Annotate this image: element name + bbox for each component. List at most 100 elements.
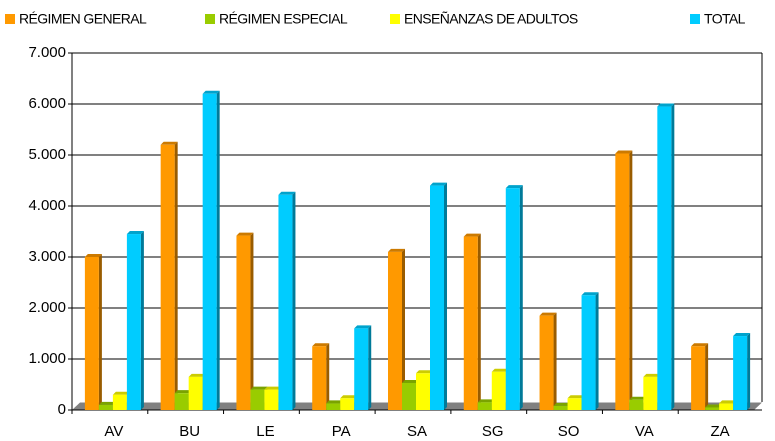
bar-side: [671, 103, 675, 411]
bar-top: [312, 343, 330, 347]
bar-top: [705, 404, 723, 408]
bar-side: [140, 231, 144, 410]
bar: [84, 257, 99, 410]
legend-swatch: [690, 14, 700, 24]
legend-label: RÉGIMEN GENERAL: [19, 11, 147, 27]
bar: [553, 405, 568, 410]
legend-label: RÉGIMEN ESPECIAL: [219, 11, 348, 27]
bar: [312, 346, 327, 410]
bar-side: [747, 333, 751, 410]
legend: RÉGIMEN GENERAL RÉGIMEN ESPECIAL ENSEÑANZA…: [5, 11, 746, 27]
bar-top: [463, 233, 481, 237]
bar-top: [278, 191, 296, 195]
bar-top: [388, 248, 405, 252]
bar: [326, 403, 341, 410]
bar-top: [250, 386, 268, 390]
bar-side: [98, 254, 102, 410]
y-tick-label: 4.000: [28, 197, 66, 214]
bar-top: [505, 185, 523, 189]
bar-top: [188, 373, 206, 377]
legend-swatch: [5, 14, 15, 24]
bar: [705, 407, 720, 410]
bar: [477, 402, 492, 410]
bar: [354, 328, 369, 410]
bar-top: [340, 395, 358, 399]
bar: [112, 394, 127, 410]
bar-top: [733, 333, 751, 337]
bar: [278, 194, 293, 410]
bar-top: [567, 395, 585, 399]
bar-top: [402, 379, 419, 383]
bar-top: [491, 368, 509, 372]
x-tick-label: SG: [482, 423, 504, 440]
bar-top: [416, 370, 433, 374]
bar-side: [444, 182, 447, 410]
bar: [250, 389, 265, 410]
bar: [539, 315, 554, 410]
bar: [160, 144, 175, 411]
legend-label: ENSEÑANZAS DE ADULTOS: [404, 11, 578, 27]
bar-top: [719, 400, 737, 404]
bar: [174, 393, 189, 410]
legend-swatch: [390, 14, 400, 24]
bar-top: [477, 399, 495, 403]
bar-side: [216, 90, 220, 411]
legend-label: TOTAL: [704, 11, 746, 27]
bar-top: [615, 150, 633, 154]
bar: [340, 398, 355, 410]
y-tick-label: 7.000: [28, 44, 66, 61]
bar-side: [519, 185, 523, 410]
bar-side: [595, 292, 599, 410]
x-tick-label: SO: [558, 423, 580, 440]
bar-side: [705, 343, 709, 410]
bar: [657, 106, 672, 411]
bar-top: [657, 103, 675, 107]
bar-top: [264, 386, 282, 390]
bar: [567, 398, 582, 410]
y-tick-label: 6.000: [28, 95, 66, 112]
y-tick-label: 1.000: [28, 350, 66, 367]
bar: [264, 389, 279, 410]
bar-top: [553, 402, 571, 406]
bar-top: [84, 254, 102, 257]
x-tick-label: LE: [256, 423, 274, 440]
x-tick-label: PA: [332, 423, 351, 440]
y-tick-label: 3.000: [28, 248, 66, 265]
bar: [719, 403, 734, 410]
bar: [98, 404, 113, 410]
bar: [491, 371, 506, 410]
bar: [402, 382, 416, 410]
x-tick-label: AV: [104, 423, 123, 440]
bar: [388, 251, 402, 410]
x-tick-label: SA: [407, 423, 427, 440]
bar: [643, 376, 658, 410]
x-tick-label: VA: [635, 423, 654, 440]
y-tick-label: 2.000: [28, 299, 66, 316]
bar: [581, 295, 596, 410]
bar-top: [236, 232, 254, 236]
bar: [615, 153, 630, 410]
bar: [733, 336, 748, 410]
x-tick-label: ZA: [711, 423, 730, 440]
bar-side: [629, 150, 633, 410]
bar-top: [643, 373, 661, 377]
bar-top: [112, 391, 130, 395]
bar-top: [174, 390, 192, 394]
bar-top: [160, 141, 178, 145]
bar-top: [354, 325, 372, 329]
bar-top: [430, 182, 447, 186]
bar-side: [174, 141, 178, 411]
bar-top: [326, 400, 344, 404]
bar-side: [553, 312, 557, 410]
bar-side: [292, 191, 296, 410]
bar: [236, 235, 251, 410]
legend-swatch: [205, 14, 215, 24]
bar-top: [98, 401, 116, 405]
x-tick-label: BU: [179, 423, 200, 440]
y-tick-label: 5.000: [28, 146, 66, 163]
bar-top: [539, 312, 557, 316]
bar: [463, 236, 478, 410]
y-tick-label: 0: [58, 401, 66, 418]
bar: [416, 373, 430, 410]
